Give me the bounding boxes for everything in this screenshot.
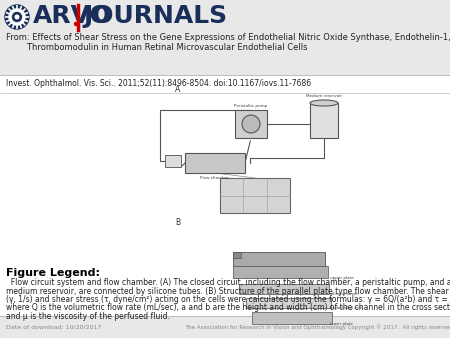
FancyBboxPatch shape bbox=[239, 284, 329, 294]
Text: and μ is the viscosity of the perfused fluid.: and μ is the viscosity of the perfused f… bbox=[6, 312, 170, 321]
Bar bbox=[220, 178, 290, 213]
Text: upper plate: upper plate bbox=[330, 276, 354, 280]
Text: (γ, 1/s) and shear stress (τ, dyne/cm²) acting on the cells were calculated usin: (γ, 1/s) and shear stress (τ, dyne/cm²) … bbox=[6, 295, 450, 304]
Bar bbox=[0, 316, 450, 338]
Bar bbox=[0, 0, 450, 75]
Bar bbox=[0, 75, 450, 316]
Bar bbox=[185, 153, 245, 173]
Bar bbox=[310, 103, 338, 138]
Text: JOURNALS: JOURNALS bbox=[83, 4, 227, 28]
Circle shape bbox=[242, 115, 260, 133]
Text: Medium reservoir: Medium reservoir bbox=[306, 94, 342, 98]
Text: lower plate: lower plate bbox=[330, 322, 353, 326]
FancyBboxPatch shape bbox=[233, 252, 325, 266]
Text: where Q is the volumetric flow rate (mL/sec), a and b are the height and width (: where Q is the volumetric flow rate (mL/… bbox=[6, 304, 450, 313]
Text: Flow circuit system and flow chamber. (A) The closed circuit, including the flow: Flow circuit system and flow chamber. (A… bbox=[6, 278, 450, 287]
Bar bbox=[235, 110, 267, 138]
Circle shape bbox=[13, 13, 22, 22]
Ellipse shape bbox=[310, 100, 338, 106]
Text: Invest. Ophthalmol. Vis. Sci.. 2011;52(11):8496-8504. doi:10.1167/iovs.11-7686: Invest. Ophthalmol. Vis. Sci.. 2011;52(1… bbox=[6, 79, 311, 89]
Text: From: Effects of Shear Stress on the Gene Expressions of Endothelial Nitric Oxid: From: Effects of Shear Stress on the Gen… bbox=[6, 32, 450, 42]
Circle shape bbox=[15, 15, 19, 19]
FancyBboxPatch shape bbox=[252, 312, 332, 324]
FancyBboxPatch shape bbox=[246, 298, 330, 308]
Text: Date of download: 10/20/2017: Date of download: 10/20/2017 bbox=[6, 324, 101, 330]
Circle shape bbox=[5, 5, 29, 29]
Text: endothelial cells: endothelial cells bbox=[330, 306, 363, 310]
Bar bbox=[165, 155, 181, 167]
Circle shape bbox=[9, 9, 25, 25]
Circle shape bbox=[75, 23, 77, 25]
FancyBboxPatch shape bbox=[233, 266, 328, 278]
Text: Figure Legend:: Figure Legend: bbox=[6, 268, 100, 278]
Text: B: B bbox=[175, 218, 180, 227]
Text: Flow chamber: Flow chamber bbox=[201, 176, 230, 180]
Text: Peristaltic pump: Peristaltic pump bbox=[234, 104, 268, 108]
Text: ARVO: ARVO bbox=[33, 4, 112, 28]
Text: Thrombomodulin in Human Retinal Microvascular Endothelial Cells: Thrombomodulin in Human Retinal Microvas… bbox=[6, 43, 307, 51]
Text: medium reservoir, are connected by silicone tubes. (B) Structure of the parallel: medium reservoir, are connected by silic… bbox=[6, 287, 450, 295]
Bar bbox=[233, 252, 241, 258]
Text: A: A bbox=[175, 85, 180, 94]
Text: The Association for Research in Vision and Ophthalmology Copyright © 2017.  All : The Association for Research in Vision a… bbox=[185, 324, 450, 330]
Text: silicone sheet: silicone sheet bbox=[330, 292, 358, 296]
